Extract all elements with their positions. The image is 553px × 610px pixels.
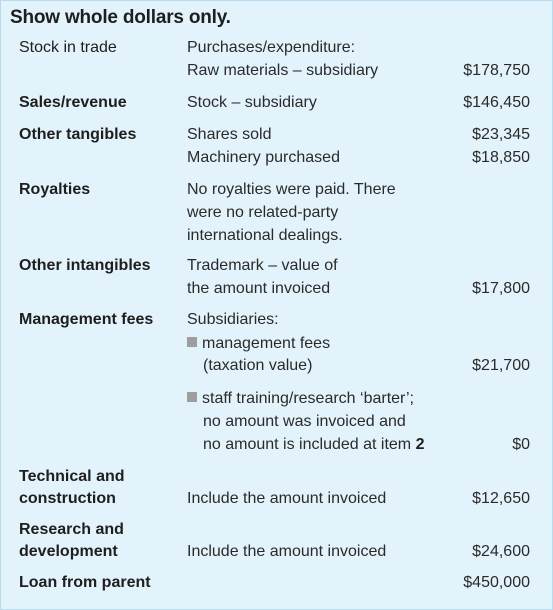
label-royalties: Royalties bbox=[19, 181, 91, 198]
label-technical-line2: construction bbox=[19, 490, 116, 507]
bullet2-line1: staff training/research ‘barter’; bbox=[202, 390, 414, 407]
desc-royalties-line2: were no related-party bbox=[187, 204, 339, 221]
label-technical-line1: Technical and bbox=[19, 468, 125, 485]
label-management-fees: Management fees bbox=[19, 311, 154, 328]
desc-royalties-line1: No royalties were paid. There bbox=[187, 181, 396, 198]
item-number: 2 bbox=[415, 436, 425, 453]
label-sales-revenue: Sales/revenue bbox=[19, 94, 127, 111]
amount-loan-from-parent: $450,000 bbox=[463, 574, 530, 591]
bullet1-line2: (taxation value) bbox=[203, 357, 313, 374]
amount-management-fees: $21,700 bbox=[472, 357, 530, 374]
bullet2-line3: no amount is included at item 2 bbox=[187, 434, 483, 456]
bullet2-line2: no amount was invoiced and bbox=[203, 413, 406, 430]
amount-sales-revenue: $146,450 bbox=[463, 94, 530, 111]
desc-other-intangibles-line2: the amount invoiced bbox=[187, 280, 331, 297]
bullet-management-fees: management fees bbox=[187, 333, 467, 355]
square-bullet-icon bbox=[187, 392, 197, 402]
panel-title: Show whole dollars only. bbox=[10, 7, 231, 28]
bullet2-line3-text: no amount is included at item bbox=[203, 436, 416, 453]
label-research-line2: development bbox=[19, 543, 118, 560]
desc-research: Include the amount invoiced bbox=[187, 543, 387, 560]
bullet1-line1: management fees bbox=[202, 335, 331, 352]
desc-management-fees-heading: Subsidiaries: bbox=[187, 311, 279, 328]
amount-technical: $12,650 bbox=[472, 490, 530, 507]
amount-other-intangibles: $17,800 bbox=[472, 280, 530, 297]
amount-staff-training: $0 bbox=[512, 436, 530, 453]
amount-stock-in-trade: $178,750 bbox=[463, 62, 530, 79]
desc-sales-revenue: Stock – subsidiary bbox=[187, 94, 317, 111]
desc-royalties-line3: international dealings. bbox=[187, 227, 343, 244]
amount-research: $24,600 bbox=[472, 543, 530, 560]
amount-other-tangibles-1: $23,345 bbox=[472, 126, 530, 143]
desc-other-intangibles-line1: Trademark – value of bbox=[187, 257, 338, 274]
square-bullet-icon bbox=[187, 337, 197, 347]
bullet-staff-training: staff training/research ‘barter’; bbox=[187, 388, 467, 410]
desc-technical: Include the amount invoiced bbox=[187, 490, 387, 507]
label-loan-from-parent: Loan from parent bbox=[19, 574, 151, 591]
desc-other-tangibles-line1: Shares sold bbox=[187, 126, 272, 143]
desc-other-tangibles-line2: Machinery purchased bbox=[187, 149, 340, 166]
label-research-line1: Research and bbox=[19, 521, 124, 538]
desc-stock-in-trade-line1: Purchases/expenditure: bbox=[187, 39, 356, 56]
label-stock-in-trade: Stock in trade bbox=[19, 39, 117, 56]
label-other-tangibles: Other tangibles bbox=[19, 126, 137, 143]
desc-stock-in-trade-line2: Raw materials – subsidiary bbox=[187, 62, 379, 79]
amount-other-tangibles-2: $18,850 bbox=[472, 149, 530, 166]
label-other-intangibles: Other intangibles bbox=[19, 257, 151, 274]
